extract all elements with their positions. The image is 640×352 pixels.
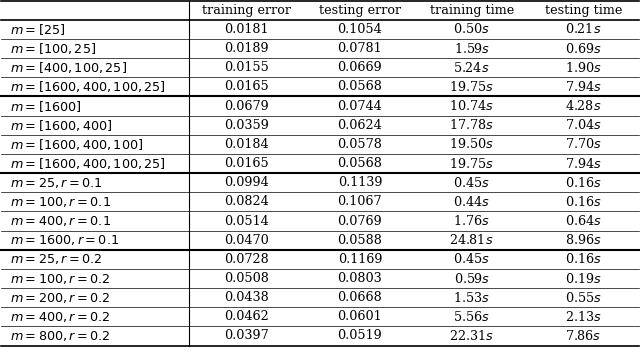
Text: 0.0679: 0.0679 <box>224 100 269 113</box>
Text: 0.1169: 0.1169 <box>338 253 382 266</box>
Text: 0.16$s$: 0.16$s$ <box>565 176 602 190</box>
Text: 7.70$s$: 7.70$s$ <box>565 137 602 151</box>
Text: 0.64$s$: 0.64$s$ <box>565 214 602 228</box>
Text: 0.0781: 0.0781 <box>338 42 382 55</box>
Text: 0.0155: 0.0155 <box>224 61 269 74</box>
Text: $m = [1600, 400]$: $m = [1600, 400]$ <box>10 118 113 133</box>
Text: 0.0165: 0.0165 <box>224 157 269 170</box>
Text: 24.81$s$: 24.81$s$ <box>449 233 494 247</box>
Text: 0.45$s$: 0.45$s$ <box>453 252 490 266</box>
Text: $m = 400, r = 0.1$: $m = 400, r = 0.1$ <box>10 214 111 228</box>
Text: 0.0359: 0.0359 <box>224 119 269 132</box>
Text: 0.0994: 0.0994 <box>224 176 269 189</box>
Text: $m = 1600, r = 0.1$: $m = 1600, r = 0.1$ <box>10 233 120 247</box>
Text: 0.0601: 0.0601 <box>338 310 382 323</box>
Text: 1.53$s$: 1.53$s$ <box>453 291 490 305</box>
Text: $m = 100, r = 0.1$: $m = 100, r = 0.1$ <box>10 195 111 209</box>
Text: 0.0189: 0.0189 <box>224 42 269 55</box>
Text: 5.24$s$: 5.24$s$ <box>454 61 490 75</box>
Text: 4.28$s$: 4.28$s$ <box>565 99 602 113</box>
Text: training error: training error <box>202 4 291 17</box>
Text: 19.75$s$: 19.75$s$ <box>449 80 494 94</box>
Text: 2.13$s$: 2.13$s$ <box>565 310 602 324</box>
Text: $m = 25, r = 0.1$: $m = 25, r = 0.1$ <box>10 176 103 190</box>
Text: $m = [1600, 400, 100, 25]$: $m = [1600, 400, 100, 25]$ <box>10 156 166 171</box>
Text: 0.0184: 0.0184 <box>224 138 269 151</box>
Text: 5.56$s$: 5.56$s$ <box>453 310 490 324</box>
Text: 0.0578: 0.0578 <box>337 138 382 151</box>
Text: 0.21$s$: 0.21$s$ <box>565 23 602 37</box>
Text: 0.1139: 0.1139 <box>338 176 382 189</box>
Text: 7.86$s$: 7.86$s$ <box>565 329 602 343</box>
Text: $m = 100, r = 0.2$: $m = 100, r = 0.2$ <box>10 271 110 285</box>
Text: 0.19$s$: 0.19$s$ <box>565 271 602 285</box>
Text: 0.0514: 0.0514 <box>224 214 269 227</box>
Text: 0.0519: 0.0519 <box>337 329 382 342</box>
Text: 0.0669: 0.0669 <box>337 61 382 74</box>
Text: $m = [1600, 400, 100]$: $m = [1600, 400, 100]$ <box>10 137 143 152</box>
Text: 0.50$s$: 0.50$s$ <box>453 23 490 37</box>
Text: 0.0462: 0.0462 <box>224 310 269 323</box>
Text: 0.55$s$: 0.55$s$ <box>565 291 602 305</box>
Text: $m = 200, r = 0.2$: $m = 200, r = 0.2$ <box>10 291 110 305</box>
Text: 22.31$s$: 22.31$s$ <box>449 329 494 343</box>
Text: training time: training time <box>429 4 514 17</box>
Text: 0.0824: 0.0824 <box>224 195 269 208</box>
Text: 8.96$s$: 8.96$s$ <box>565 233 602 247</box>
Text: 7.04$s$: 7.04$s$ <box>565 118 602 132</box>
Text: 0.0744: 0.0744 <box>337 100 382 113</box>
Text: $m = [1600]$: $m = [1600]$ <box>10 99 82 114</box>
Text: $m = [100, 25]$: $m = [100, 25]$ <box>10 41 97 56</box>
Text: testing time: testing time <box>545 4 622 17</box>
Text: 10.74$s$: 10.74$s$ <box>449 99 494 113</box>
Text: 0.0397: 0.0397 <box>224 329 269 342</box>
Text: 0.16$s$: 0.16$s$ <box>565 252 602 266</box>
Text: testing error: testing error <box>319 4 401 17</box>
Text: $m = [25]$: $m = [25]$ <box>10 22 65 37</box>
Text: $m = [1600, 400, 100, 25]$: $m = [1600, 400, 100, 25]$ <box>10 80 166 94</box>
Text: 0.45$s$: 0.45$s$ <box>453 176 490 190</box>
Text: 19.75$s$: 19.75$s$ <box>449 157 494 171</box>
Text: 1.76$s$: 1.76$s$ <box>453 214 490 228</box>
Text: $m = [400, 100, 25]$: $m = [400, 100, 25]$ <box>10 60 127 75</box>
Text: 0.69$s$: 0.69$s$ <box>565 42 602 56</box>
Text: 1.90$s$: 1.90$s$ <box>565 61 602 75</box>
Text: 0.0438: 0.0438 <box>224 291 269 304</box>
Text: 0.59$s$: 0.59$s$ <box>454 271 490 285</box>
Text: 0.0508: 0.0508 <box>224 272 269 285</box>
Text: 1.59$s$: 1.59$s$ <box>454 42 490 56</box>
Text: 0.0624: 0.0624 <box>337 119 382 132</box>
Text: 0.0165: 0.0165 <box>224 80 269 93</box>
Text: 0.0588: 0.0588 <box>337 234 382 247</box>
Text: 7.94$s$: 7.94$s$ <box>565 157 602 171</box>
Text: 7.94$s$: 7.94$s$ <box>565 80 602 94</box>
Text: $m = 400, r = 0.2$: $m = 400, r = 0.2$ <box>10 310 110 324</box>
Text: 0.0181: 0.0181 <box>224 23 269 36</box>
Text: 17.78$s$: 17.78$s$ <box>449 118 494 132</box>
Text: 0.16$s$: 0.16$s$ <box>565 195 602 209</box>
Text: 0.1054: 0.1054 <box>337 23 382 36</box>
Text: 0.0470: 0.0470 <box>224 234 269 247</box>
Text: 0.0668: 0.0668 <box>337 291 382 304</box>
Text: 0.0803: 0.0803 <box>337 272 382 285</box>
Text: 0.44$s$: 0.44$s$ <box>453 195 490 209</box>
Text: $m = 25, r = 0.2$: $m = 25, r = 0.2$ <box>10 252 102 266</box>
Text: $m = 800, r = 0.2$: $m = 800, r = 0.2$ <box>10 329 110 343</box>
Text: 0.0568: 0.0568 <box>337 80 382 93</box>
Text: 19.50$s$: 19.50$s$ <box>449 137 494 151</box>
Text: 0.0769: 0.0769 <box>337 214 382 227</box>
Text: 0.0568: 0.0568 <box>337 157 382 170</box>
Text: 0.0728: 0.0728 <box>224 253 269 266</box>
Text: 0.1067: 0.1067 <box>338 195 382 208</box>
